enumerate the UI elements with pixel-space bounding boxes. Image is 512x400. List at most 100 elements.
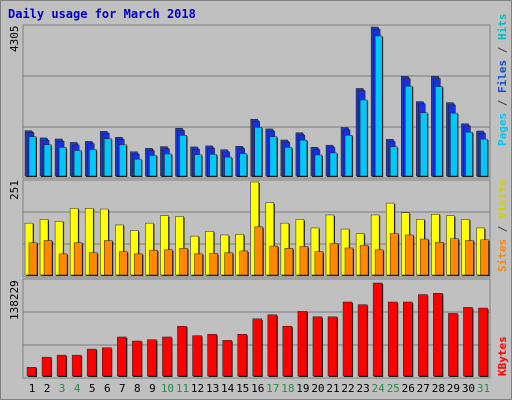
kbytes-legend-label: KBytes: [496, 336, 509, 376]
day-label-25: 25: [387, 382, 400, 395]
hits-bar-day-24: [374, 35, 383, 177]
hits-bar-day-18: [284, 147, 293, 177]
day-label-22: 22: [341, 382, 354, 395]
hits-panel: 4305 Pages / Files / Hits: [8, 14, 509, 179]
hits-right-label: Pages / Files / Hits: [496, 14, 509, 147]
sites-bar-day-21: [329, 243, 339, 276]
hits-bar-day-26: [405, 85, 413, 177]
sites-bar-day-14: [224, 252, 233, 276]
sites-bar-day-5: [88, 252, 98, 276]
hits-bar-day-29: [450, 112, 458, 177]
sites-bar-day-12: [194, 253, 203, 276]
hits-bar-day-31: [480, 138, 488, 177]
day-label-4: 4: [74, 382, 81, 395]
sites-bar-day-4: [73, 242, 83, 276]
hits-max-label: 4305: [8, 26, 21, 53]
pages-legend-label: Pages: [496, 113, 509, 146]
kbytes-bar-day-22: [342, 301, 353, 377]
sites-bar-day-27: [420, 238, 429, 276]
day-label-24: 24: [372, 382, 386, 395]
day-label-18: 18: [281, 382, 294, 395]
hits-bar-day-22: [344, 135, 353, 177]
sites-bar-day-9: [149, 249, 158, 276]
sites-bar-day-22: [344, 247, 354, 276]
hits-bar-day-21: [329, 152, 338, 177]
sites-bar-day-15: [239, 250, 248, 276]
kbytes-bar-day-12: [192, 335, 202, 377]
sites-bar-day-23: [359, 245, 369, 276]
hits-bar-day-9: [149, 155, 157, 177]
hits-bar-day-8: [134, 158, 142, 177]
day-label-6: 6: [104, 382, 111, 395]
kbytes-bar-day-3: [56, 354, 67, 377]
visits-panel: 251 Sites / Visits: [8, 179, 509, 278]
day-label-10: 10: [161, 382, 174, 395]
hits-bars: [24, 26, 489, 178]
kbytes-bar-day-25: [387, 301, 398, 377]
hits-bar-day-3: [58, 147, 67, 177]
kbytes-bar-day-13: [207, 334, 217, 377]
day-label-14: 14: [221, 382, 235, 395]
sites-bar-day-31: [480, 239, 489, 276]
kbytes-max-label: 138229: [8, 280, 21, 320]
kbytes-bar-day-18: [282, 325, 293, 377]
hits-bar-day-16: [254, 127, 262, 177]
hits-bar-day-11: [179, 135, 187, 177]
hits-bar-day-1: [28, 136, 37, 177]
hits-bar-day-6: [104, 138, 112, 177]
kbytes-bar-day-5: [86, 348, 97, 377]
sites-bar-day-10: [164, 249, 173, 276]
hits-bar-day-28: [435, 86, 443, 177]
kbytes-panel: 138229 KBytes: [8, 278, 509, 379]
kbytes-right-label: KBytes: [496, 336, 509, 376]
svg-text:Pages / Files / Hits: Pages / Files / Hits: [496, 14, 509, 147]
hits-bar-day-13: [209, 154, 217, 177]
day-label-31: 31: [477, 382, 490, 395]
kbytes-bar-day-26: [403, 301, 413, 377]
hits-bar-day-19: [299, 139, 308, 177]
hits-bar-day-14: [224, 156, 232, 177]
day-label-12: 12: [191, 382, 204, 395]
kbytes-bar-day-30: [463, 307, 473, 377]
kbytes-bar-day-14: [222, 340, 232, 377]
kbytes-bar-day-28: [433, 292, 443, 377]
sites-bar-day-26: [405, 234, 414, 276]
sites-bar-day-13: [209, 253, 218, 276]
kbytes-bar-day-15: [237, 334, 247, 377]
kbytes-bar-day-7: [117, 336, 127, 377]
day-label-23: 23: [356, 382, 369, 395]
hits-bar-day-12: [194, 154, 202, 177]
legend-separator: /: [496, 40, 509, 60]
hits-bar-day-30: [465, 131, 473, 177]
hits-bar-day-27: [420, 112, 428, 177]
kbytes-bar-day-16: [252, 318, 262, 377]
day-label-9: 9: [149, 382, 156, 395]
day-label-30: 30: [462, 382, 475, 395]
sites-bar-day-6: [104, 240, 113, 276]
kbytes-bar-day-31: [478, 307, 488, 377]
hits-bar-day-25: [389, 146, 398, 177]
day-label-21: 21: [326, 382, 339, 395]
sites-bar-day-3: [58, 253, 68, 276]
kbytes-bar-day-24: [372, 282, 383, 377]
day-label-28: 28: [432, 382, 445, 395]
sites-bar-day-28: [435, 242, 444, 276]
legend-separator: /: [496, 219, 509, 239]
day-label-16: 16: [251, 382, 264, 395]
sites-bar-day-16: [254, 226, 263, 276]
kbytes-bar-day-11: [177, 325, 187, 377]
kbytes-bar-day-10: [162, 336, 172, 377]
kbytes-bar-day-19: [297, 311, 308, 377]
visits-legend-label: Visits: [496, 179, 509, 219]
day-label-13: 13: [206, 382, 219, 395]
sites-bar-day-1: [28, 242, 38, 276]
sites-legend-label: Sites: [496, 239, 509, 272]
sites-bar-day-11: [179, 248, 188, 276]
day-label-3: 3: [59, 382, 66, 395]
chart-title: Daily usage for March 2018: [8, 7, 196, 21]
day-label-19: 19: [296, 382, 309, 395]
kbytes-bar-day-27: [418, 294, 428, 377]
sites-bar-day-20: [314, 251, 324, 276]
kbytes-bars: [26, 282, 489, 377]
